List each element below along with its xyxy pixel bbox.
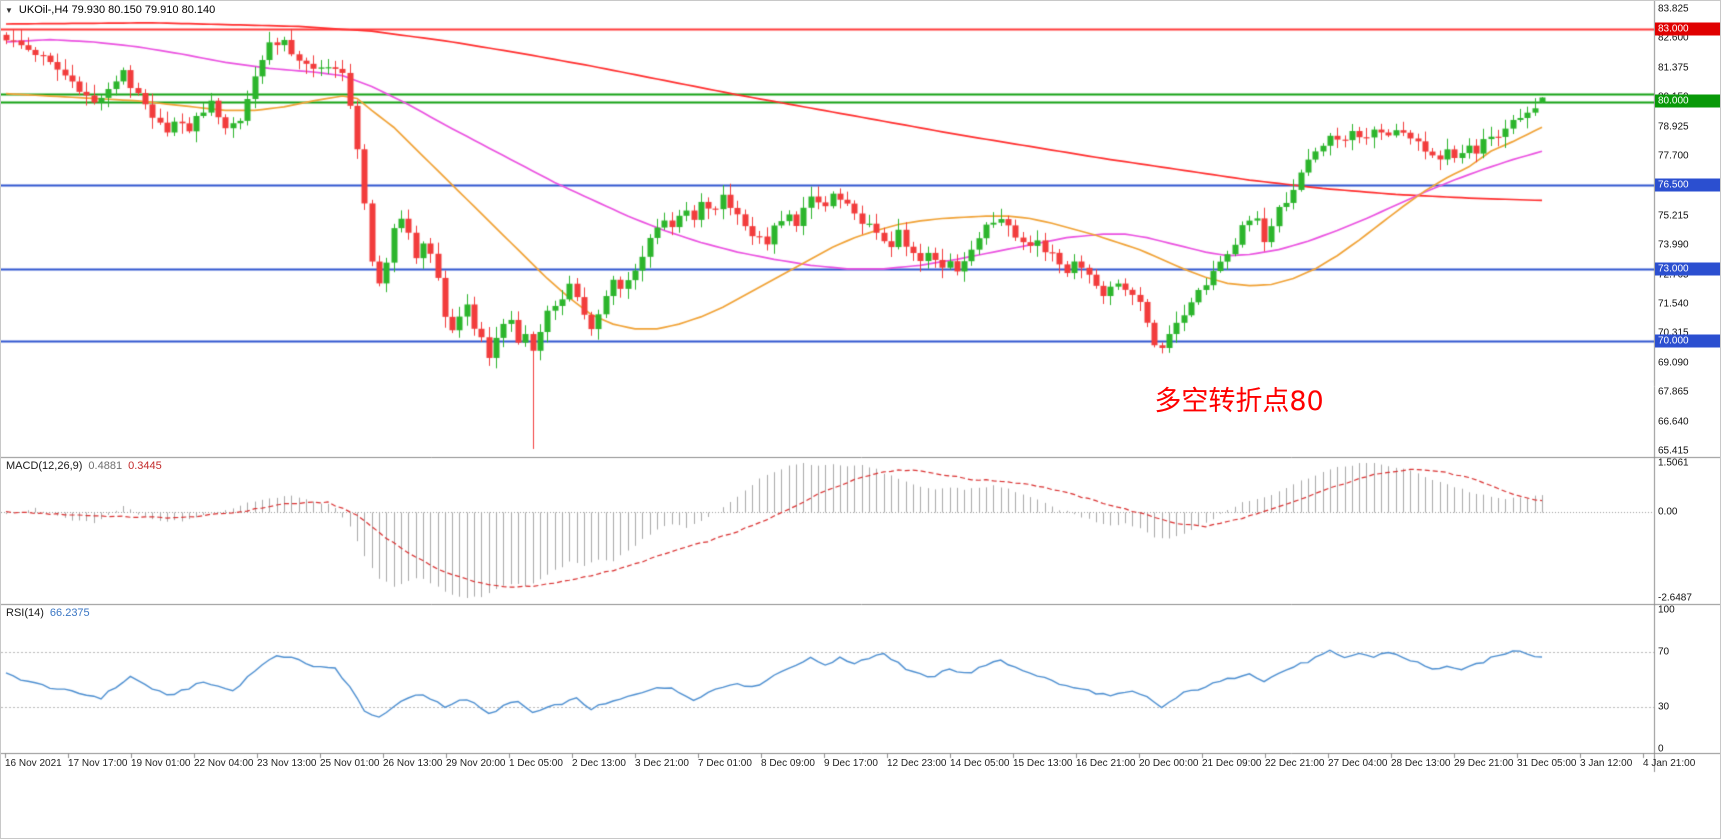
symbol-ohlc-label: UKOil-,H4 79.930 80.150 79.910 80.140 bbox=[18, 4, 216, 16]
time-axis-label: 29 Dec 21:00 bbox=[1454, 758, 1514, 769]
time-axis-label: 26 Nov 13:00 bbox=[383, 758, 443, 769]
price-axis-label: 83.825 bbox=[1658, 3, 1689, 15]
price-level-badge: 83.000 bbox=[1655, 22, 1720, 36]
rsi-value: 66.2375 bbox=[49, 607, 90, 619]
macd-axis-label: -2.6487 bbox=[1658, 592, 1692, 604]
time-axis-label: 21 Dec 09:00 bbox=[1202, 758, 1262, 769]
time-axis-label: 3 Jan 12:00 bbox=[1580, 758, 1633, 769]
price-level-badge: 80.000 bbox=[1655, 94, 1720, 108]
price-level-badge: 73.000 bbox=[1655, 262, 1720, 276]
price-axis-label: 82.600 bbox=[1658, 32, 1689, 44]
macd-name: MACD(12,26,9) bbox=[6, 460, 83, 472]
price-axis-label: 73.990 bbox=[1658, 239, 1689, 251]
time-axis-label: 7 Dec 01:00 bbox=[698, 758, 752, 769]
time-axis-label: 16 Dec 21:00 bbox=[1076, 758, 1136, 769]
price-axis-label: 65.415 bbox=[1658, 445, 1689, 457]
rsi-indicator-label: RSI(14) 66.2375 bbox=[6, 607, 90, 619]
time-axis-label: 28 Dec 13:00 bbox=[1391, 758, 1451, 769]
time-axis-label: 23 Nov 13:00 bbox=[257, 758, 317, 769]
price-level-badge: 76.500 bbox=[1655, 178, 1720, 192]
time-axis-label: 29 Nov 20:00 bbox=[446, 758, 506, 769]
rsi-axis-label: 70 bbox=[1658, 646, 1670, 658]
time-axis-label: 2 Dec 13:00 bbox=[572, 758, 626, 769]
price-axis-label: 67.865 bbox=[1658, 386, 1689, 398]
price-axis-label: 69.090 bbox=[1658, 357, 1689, 369]
time-axis-label: 8 Dec 09:00 bbox=[761, 758, 815, 769]
time-axis-label: 22 Nov 04:00 bbox=[194, 758, 254, 769]
symbol-info-bar: ▼ UKOil-,H4 79.930 80.150 79.910 80.140 bbox=[5, 4, 215, 16]
macd-main-value: 0.4881 bbox=[88, 460, 123, 472]
time-axis-label: 22 Dec 21:00 bbox=[1265, 758, 1325, 769]
time-axis-label: 31 Dec 05:00 bbox=[1517, 758, 1577, 769]
rsi-axis-label: 0 bbox=[1658, 743, 1664, 755]
price-axis-label: 78.925 bbox=[1658, 121, 1689, 133]
time-axis-label: 14 Dec 05:00 bbox=[950, 758, 1010, 769]
time-axis-label: 20 Dec 00:00 bbox=[1139, 758, 1199, 769]
time-axis-label: 16 Nov 2021 bbox=[5, 758, 62, 769]
time-axis-label: 19 Nov 01:00 bbox=[131, 758, 191, 769]
macd-axis-label: 1.5061 bbox=[1658, 457, 1689, 469]
chart-annotation-text: 多空转折点80 bbox=[1154, 386, 1324, 418]
time-axis-label: 9 Dec 17:00 bbox=[824, 758, 878, 769]
time-axis-label: 4 Jan 21:00 bbox=[1643, 758, 1696, 769]
price-axis-label: 66.640 bbox=[1658, 416, 1689, 428]
rsi-axis-label: 100 bbox=[1658, 604, 1675, 616]
price-axis-label: 71.540 bbox=[1658, 298, 1689, 310]
time-axis-label: 27 Dec 04:00 bbox=[1328, 758, 1388, 769]
time-axis-label: 1 Dec 05:00 bbox=[509, 758, 563, 769]
macd-axis-label: 0.00 bbox=[1658, 506, 1678, 518]
rsi-axis-label: 30 bbox=[1658, 701, 1670, 713]
time-axis-label: 17 Nov 17:00 bbox=[68, 758, 128, 769]
time-axis-label: 15 Dec 13:00 bbox=[1013, 758, 1073, 769]
macd-signal-value: 0.3445 bbox=[128, 460, 162, 472]
price-axis-label: 77.700 bbox=[1658, 150, 1689, 162]
macd-indicator-label: MACD(12,26,9) 0.4881 0.3445 bbox=[6, 460, 162, 472]
time-axis-label: 25 Nov 01:00 bbox=[320, 758, 380, 769]
time-axis-label: 3 Dec 21:00 bbox=[635, 758, 689, 769]
rsi-name: RSI(14) bbox=[6, 607, 44, 619]
price-level-badge: 70.000 bbox=[1655, 334, 1720, 348]
time-axis-label: 12 Dec 23:00 bbox=[887, 758, 947, 769]
chart-collapse-icon[interactable]: ▼ bbox=[5, 5, 13, 15]
price-axis-label: 70.315 bbox=[1658, 327, 1689, 339]
price-axis-label: 81.375 bbox=[1658, 62, 1689, 74]
price-axis-label: 75.215 bbox=[1658, 210, 1689, 222]
